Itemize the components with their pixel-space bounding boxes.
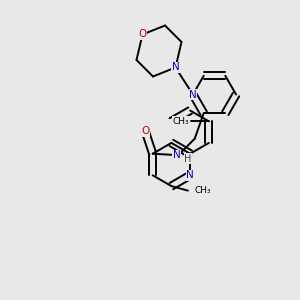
Text: H: H (184, 154, 191, 164)
Text: N: N (189, 89, 197, 100)
Text: CH₃: CH₃ (173, 117, 189, 126)
Text: N: N (186, 170, 194, 180)
Text: N: N (173, 150, 181, 160)
Text: N: N (172, 62, 179, 73)
Text: O: O (138, 29, 147, 40)
Text: O: O (141, 126, 149, 136)
Text: CH₃: CH₃ (194, 186, 211, 195)
